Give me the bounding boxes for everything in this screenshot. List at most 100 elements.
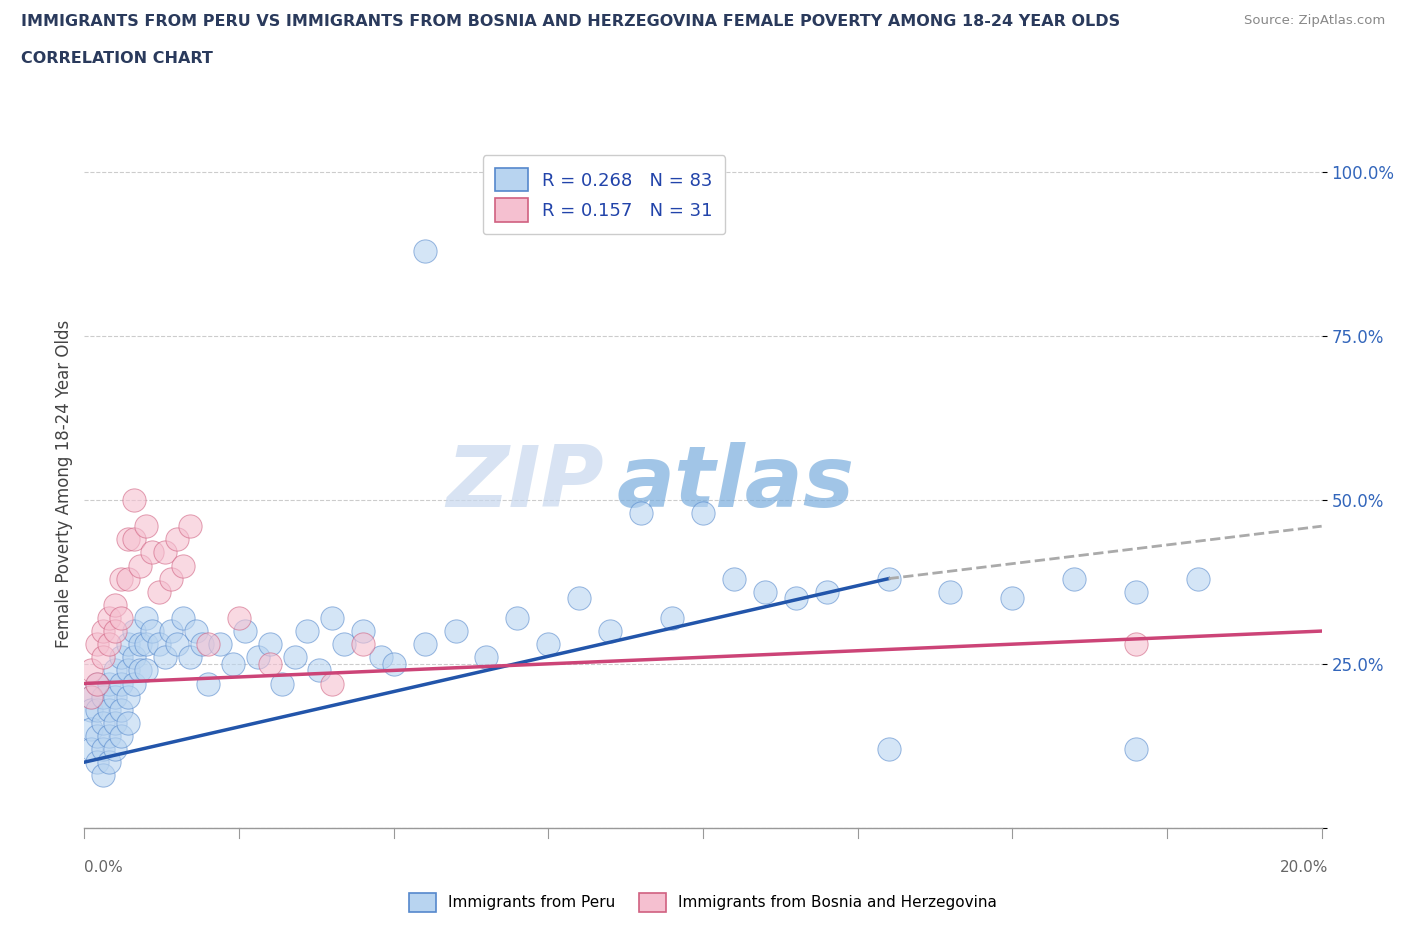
Point [117,715,139,730]
Point [172,558,194,573]
Point [141,624,163,639]
Point [568,591,591,605]
Text: Source: ZipAtlas.com: Source: ZipAtlas.com [1244,14,1385,27]
Text: atlas: atlas [616,442,855,525]
Point [877,571,900,586]
Point [86,755,108,770]
Point [122,493,145,508]
Point [110,650,132,665]
Point [877,741,900,756]
Point [166,532,188,547]
Point [246,650,269,665]
Point [98,676,121,691]
Point [352,624,374,639]
Point [222,657,245,671]
Point [692,506,714,521]
Point [160,624,183,639]
Point [117,571,139,586]
Point [117,689,139,704]
Point [91,741,114,756]
Point [166,637,188,652]
Point [110,676,132,691]
Point [321,676,343,691]
Point [1125,637,1147,652]
Point [110,728,132,743]
Point [259,657,281,671]
Point [135,663,157,678]
Point [104,689,127,704]
Point [308,663,330,678]
Point [110,610,132,625]
Point [135,610,157,625]
Legend: R = 0.268   N = 83, R = 0.157   N = 31: R = 0.268 N = 83, R = 0.157 N = 31 [482,155,725,234]
Point [153,545,176,560]
Point [413,637,436,652]
Point [785,591,807,605]
Point [1125,741,1147,756]
Point [284,650,307,665]
Point [91,689,114,704]
Point [98,702,121,717]
Point [98,610,121,625]
Point [86,676,108,691]
Point [141,545,163,560]
Point [295,624,318,639]
Point [1063,571,1085,586]
Point [1187,571,1209,586]
Point [86,676,108,691]
Point [104,597,127,612]
Point [179,650,201,665]
Point [104,624,127,639]
Point [815,584,838,599]
Point [79,689,101,704]
Point [184,624,207,639]
Point [122,532,145,547]
Point [122,624,145,639]
Text: IMMIGRANTS FROM PERU VS IMMIGRANTS FROM BOSNIA AND HERZEGOVINA FEMALE POVERTY AM: IMMIGRANTS FROM PERU VS IMMIGRANTS FROM … [21,14,1121,29]
Point [117,637,139,652]
Point [117,663,139,678]
Point [661,610,683,625]
Point [129,558,152,573]
Point [321,610,343,625]
Text: 20.0%: 20.0% [1281,860,1329,875]
Point [233,624,256,639]
Point [135,519,157,534]
Point [110,702,132,717]
Point [352,637,374,652]
Point [179,519,201,534]
Point [129,637,152,652]
Point [98,637,121,652]
Point [197,637,219,652]
Point [723,571,745,586]
Point [506,610,529,625]
Point [333,637,356,652]
Point [110,571,132,586]
Point [86,637,108,652]
Point [197,676,219,691]
Point [160,571,183,586]
Y-axis label: Female Poverty Among 18-24 Year Olds: Female Poverty Among 18-24 Year Olds [55,320,73,647]
Point [1125,584,1147,599]
Point [382,657,405,671]
Point [122,650,145,665]
Point [91,650,114,665]
Point [79,689,101,704]
Point [370,650,392,665]
Point [209,637,232,652]
Point [98,728,121,743]
Point [79,741,101,756]
Point [271,676,294,691]
Point [939,584,962,599]
Point [259,637,281,652]
Point [444,624,467,639]
Point [754,584,776,599]
Point [630,506,652,521]
Point [91,768,114,783]
Point [228,610,250,625]
Text: 0.0%: 0.0% [84,860,124,875]
Point [91,715,114,730]
Point [104,663,127,678]
Point [79,663,101,678]
Text: ZIP: ZIP [446,442,605,525]
